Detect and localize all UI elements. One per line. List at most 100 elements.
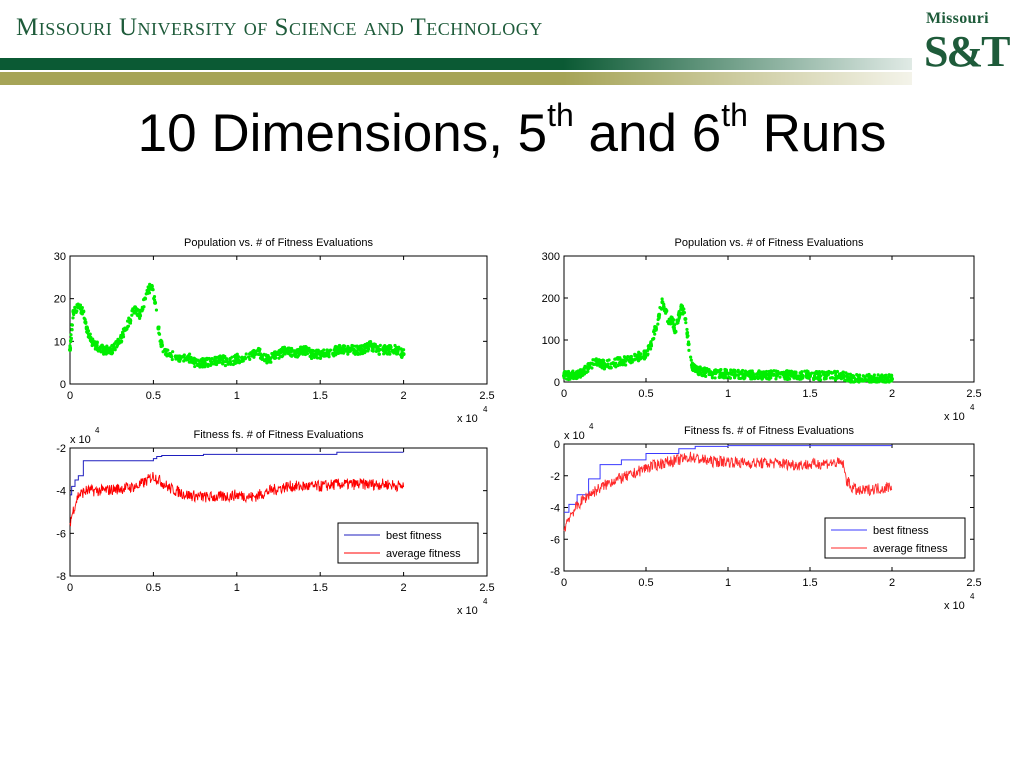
x-multiplier-exponent: 4 <box>970 592 975 601</box>
data-point-dense <box>627 358 632 362</box>
data-point-dense <box>97 346 101 350</box>
data-point-dense <box>890 379 894 383</box>
title-suffix: Runs <box>747 104 887 163</box>
data-point-dense <box>852 376 856 380</box>
slide-title: 10 Dimensions, 5th and 6th Runs <box>0 97 1024 164</box>
x-tick-label: 0.5 <box>638 388 653 400</box>
data-point-dense <box>566 371 570 375</box>
data-point-dense <box>71 308 75 313</box>
data-point-dense <box>871 376 875 380</box>
data-point-dense <box>183 356 187 360</box>
data-point-dense <box>820 370 824 374</box>
data-point-dense <box>399 353 403 357</box>
data-point-dense <box>600 361 604 365</box>
title-prefix: 10 Dimensions, 5 <box>137 104 548 163</box>
data-point-dense <box>88 332 92 336</box>
data-point-dense <box>652 336 656 341</box>
y-tick-label: -6 <box>56 528 66 540</box>
data-point-dense <box>138 316 142 321</box>
series-average-fitness-line <box>69 472 405 527</box>
data-point-dense <box>689 358 693 362</box>
data-point-dense <box>104 349 108 354</box>
data-point-dense <box>843 378 847 382</box>
y-tick-label: -8 <box>56 571 66 583</box>
data-point-dense <box>729 371 734 375</box>
data-point-dense <box>721 372 726 376</box>
data-point-dense <box>282 345 287 349</box>
data-point-dense <box>218 360 222 364</box>
data-point-dense <box>239 355 244 360</box>
data-point-dense <box>815 372 819 376</box>
data-point-dense <box>148 282 152 286</box>
chart-title: Population vs. # of Fitness Evaluations <box>184 237 373 249</box>
data-point-dense <box>203 361 207 365</box>
data-point-dense <box>590 366 594 370</box>
x-tick-label: 0.5 <box>146 390 161 402</box>
data-point-dense <box>856 379 860 383</box>
data-point-dense <box>210 357 214 361</box>
data-point-dense <box>637 355 641 359</box>
data-point-dense <box>286 352 291 356</box>
data-point-dense <box>340 348 344 352</box>
data-point-dense <box>571 369 575 373</box>
data-point-dense <box>780 372 784 376</box>
data-point-dense <box>140 309 144 313</box>
x-multiplier-exponent: 4 <box>970 403 975 412</box>
x-multiplier: x 10 <box>457 605 478 617</box>
data-point-dense <box>186 354 191 358</box>
data-point-dense <box>85 330 89 334</box>
data-point-dense <box>686 340 691 344</box>
x-tick-label: 0 <box>67 582 73 594</box>
data-point-dense <box>144 292 148 296</box>
data-point-dense <box>665 319 670 324</box>
data-point-dense <box>70 323 74 327</box>
data-point-dense <box>154 308 159 312</box>
data-point-dense <box>152 298 157 302</box>
data-point-dense <box>358 347 362 352</box>
data-point-dense <box>612 364 617 368</box>
x-tick-label: 2 <box>889 577 895 589</box>
x-tick-label: 2 <box>401 390 407 402</box>
data-point-dense <box>89 335 93 340</box>
data-point-dense <box>605 358 610 363</box>
data-point-dense <box>756 376 760 381</box>
data-point-dense <box>258 347 262 351</box>
data-point-dense <box>563 371 567 375</box>
data-point-dense <box>307 346 311 350</box>
data-point-dense <box>653 332 657 336</box>
data-point-dense <box>591 362 596 366</box>
data-point-dense <box>250 353 254 357</box>
data-point-dense <box>308 350 313 354</box>
data-point-dense <box>769 370 774 374</box>
x-tick-label: 2 <box>401 582 407 594</box>
data-point-dense <box>835 376 839 380</box>
y-multiplier-exponent: 4 <box>589 422 594 431</box>
data-point-dense <box>237 361 242 365</box>
data-point-dense <box>286 346 290 350</box>
data-point-dense <box>770 373 774 377</box>
data-point-dense <box>800 375 804 379</box>
data-point-dense <box>755 372 759 376</box>
legend-label: best fitness <box>873 525 929 537</box>
data-point-dense <box>757 369 761 373</box>
data-point-dense <box>714 368 718 372</box>
series-best-fitness-line <box>70 451 404 496</box>
data-point-dense <box>91 340 95 345</box>
data-point-dense <box>171 350 175 354</box>
data-point-dense <box>643 352 647 356</box>
data-point-dense <box>803 369 807 373</box>
data-point-dense <box>863 375 867 379</box>
data-point-dense <box>100 350 104 354</box>
data-point-dense <box>165 354 169 358</box>
data-point-dense <box>849 374 853 378</box>
data-point-dense <box>814 376 818 380</box>
data-point-dense <box>248 357 252 362</box>
data-point-dense <box>618 360 622 365</box>
x-multiplier-exponent: 4 <box>483 597 488 606</box>
data-point-dense <box>268 359 272 363</box>
university-logo: Missouri S&T <box>912 0 1024 90</box>
y-tick-label: -4 <box>550 503 560 515</box>
x-tick-label: 1.5 <box>313 582 328 594</box>
data-point-dense <box>331 352 335 357</box>
data-point-dense <box>202 364 206 368</box>
